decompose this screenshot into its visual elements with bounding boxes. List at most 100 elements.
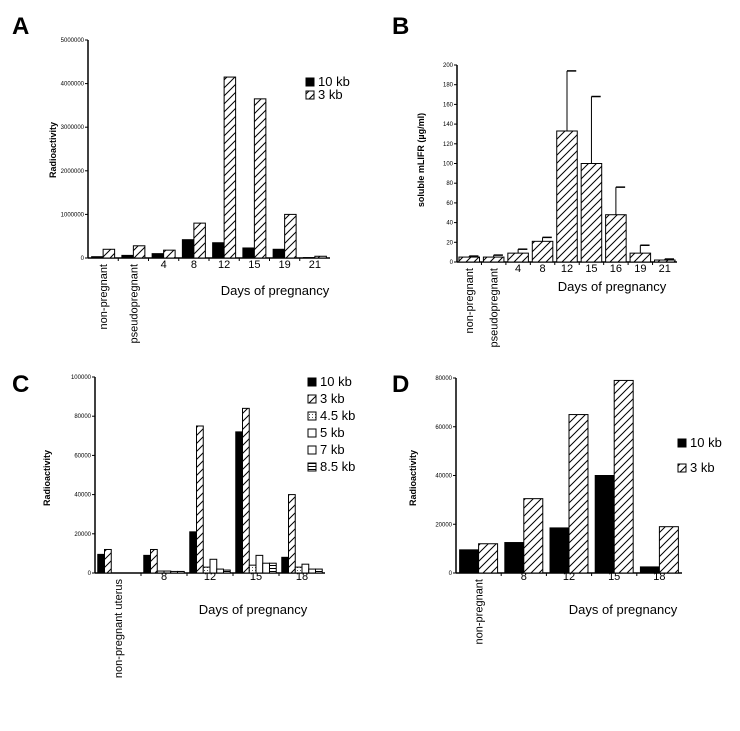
- bar-10-kb: [242, 247, 255, 259]
- bar-3-kb: [104, 548, 112, 574]
- bar-3-kb: [613, 379, 634, 574]
- y-tick-label: 180: [443, 83, 454, 89]
- y-tick-label: 80000: [74, 414, 91, 420]
- bar-soluble-mLIFR: [654, 259, 676, 263]
- bar-3-kb: [196, 425, 204, 574]
- x-tick-label: non-pregnant: [464, 268, 476, 333]
- x-tick-label: 8: [521, 571, 527, 583]
- y-tick-label: 60: [446, 201, 453, 207]
- x-axis-label: Days of pregnancy: [221, 283, 330, 298]
- bar-10-kb: [97, 553, 106, 574]
- x-tick-label: 12: [204, 571, 216, 583]
- y-tick-label: 0: [88, 571, 92, 577]
- x-tick-label: 21: [309, 259, 321, 271]
- y-tick-label: 3000000: [61, 125, 85, 131]
- x-tick-label: 8: [191, 259, 197, 271]
- x-tick-label: 15: [608, 571, 620, 583]
- bar-10-kb: [121, 254, 134, 259]
- bar-soluble-mLIFR: [556, 130, 578, 263]
- panel-A: A 0 1000000 2000000 3000000 4000000 5000000 Rad…: [12, 13, 350, 344]
- bar-10-kb: [91, 256, 104, 259]
- y-tick-label: 120: [443, 142, 454, 148]
- legend-swatch: [677, 463, 687, 473]
- x-tick-label: 19: [279, 259, 291, 271]
- y-tick-label: 40: [446, 221, 453, 227]
- bar-10-kb: [189, 531, 198, 574]
- y-tick-label: 40000: [435, 474, 452, 480]
- x-tick-label: 15: [250, 571, 262, 583]
- y-tick-label: 40000: [74, 493, 91, 499]
- bar-soluble-mLIFR: [458, 256, 480, 263]
- legend-swatch: [307, 445, 317, 455]
- y-tick-label: 20000: [74, 532, 91, 538]
- bar-3-kb: [284, 213, 297, 259]
- x-tick-label: 21: [659, 263, 671, 275]
- y-tick-label: 80000: [435, 376, 452, 382]
- y-tick-label: 20: [446, 240, 453, 246]
- bar-3-kb: [150, 548, 158, 574]
- y-tick-label: 80: [446, 181, 453, 187]
- legend-swatch: [307, 411, 317, 421]
- x-axis-label: Days of pregnancy: [569, 602, 678, 617]
- panel-label: C: [12, 371, 29, 398]
- legend-label: 7 kb: [320, 442, 345, 457]
- y-tick-label: 0: [449, 571, 453, 577]
- y-tick-label: 200: [443, 63, 454, 69]
- bar-8.5-kb: [268, 562, 277, 574]
- bar-10-kb: [181, 239, 195, 259]
- bar-3-kb: [314, 255, 327, 259]
- y-tick-label: 100000: [71, 375, 92, 381]
- bar-3-kb: [523, 498, 544, 574]
- x-tick-label: non-pregnant: [474, 579, 486, 644]
- bar-10-kb: [549, 527, 570, 574]
- legend-label: 8.5 kb: [320, 459, 355, 474]
- y-tick-label: 0: [450, 260, 454, 266]
- y-tick-label: 160: [443, 102, 454, 108]
- bar-10-kb: [151, 253, 165, 259]
- bar-10-kb: [143, 554, 152, 574]
- bar-3-kb: [163, 249, 176, 259]
- legend-swatch: [307, 394, 317, 404]
- panel-C: C 0 20000 40000 60000 80000 100000 Radioactivit…: [12, 371, 355, 678]
- bar-10-kb: [235, 431, 244, 574]
- bar-3-kb: [223, 76, 237, 259]
- legend-swatch: [307, 377, 317, 387]
- bar-10-kb: [212, 242, 225, 259]
- bar-10-kb: [459, 549, 480, 574]
- bar-8.5-kb: [222, 569, 231, 574]
- y-tick-label: 60000: [74, 453, 91, 459]
- legend-label: 10 kb: [318, 74, 350, 89]
- y-tick-label: 0: [81, 256, 85, 262]
- legend-label: 3 kb: [320, 391, 345, 406]
- legend-label: 3 kb: [318, 87, 343, 102]
- bar-soluble-mLIFR: [507, 252, 529, 263]
- x-tick-label: 12: [218, 259, 230, 271]
- bar-7-kb: [262, 562, 270, 574]
- y-tick-label: 100: [443, 162, 454, 168]
- panel-label: B: [392, 13, 409, 40]
- y-axis-label: Radioactivity: [408, 450, 418, 506]
- y-tick-label: 4000000: [61, 82, 85, 88]
- legend-swatch: [305, 77, 315, 87]
- x-tick-label: non-pregnant uterus: [113, 579, 125, 679]
- bar-3-kb: [658, 526, 679, 574]
- legend-swatch: [307, 462, 317, 472]
- bar-3-kb: [242, 407, 250, 574]
- panel-D: D 0 20000 40000 60000 80000 Radioactivity Days …: [392, 371, 722, 644]
- y-tick-label: 60000: [435, 425, 452, 431]
- bar-3-kb: [132, 245, 146, 259]
- y-tick-label: 1000000: [61, 212, 85, 218]
- x-tick-label: 15: [585, 263, 597, 275]
- y-tick-label: 140: [443, 122, 454, 128]
- legend-swatch: [307, 428, 317, 438]
- x-tick-label: 4: [161, 259, 167, 271]
- x-tick-label: 19: [634, 263, 646, 275]
- x-tick-label: 16: [610, 263, 622, 275]
- legend-label: 5 kb: [320, 425, 345, 440]
- x-axis-label: Days of pregnancy: [558, 279, 667, 294]
- legend-swatch: [677, 438, 687, 448]
- y-axis-label: Radioactivity: [42, 450, 52, 506]
- y-tick-label: 5000000: [61, 38, 85, 44]
- x-tick-label: pseudopregnant: [128, 264, 140, 344]
- x-tick-label: 8: [539, 263, 545, 275]
